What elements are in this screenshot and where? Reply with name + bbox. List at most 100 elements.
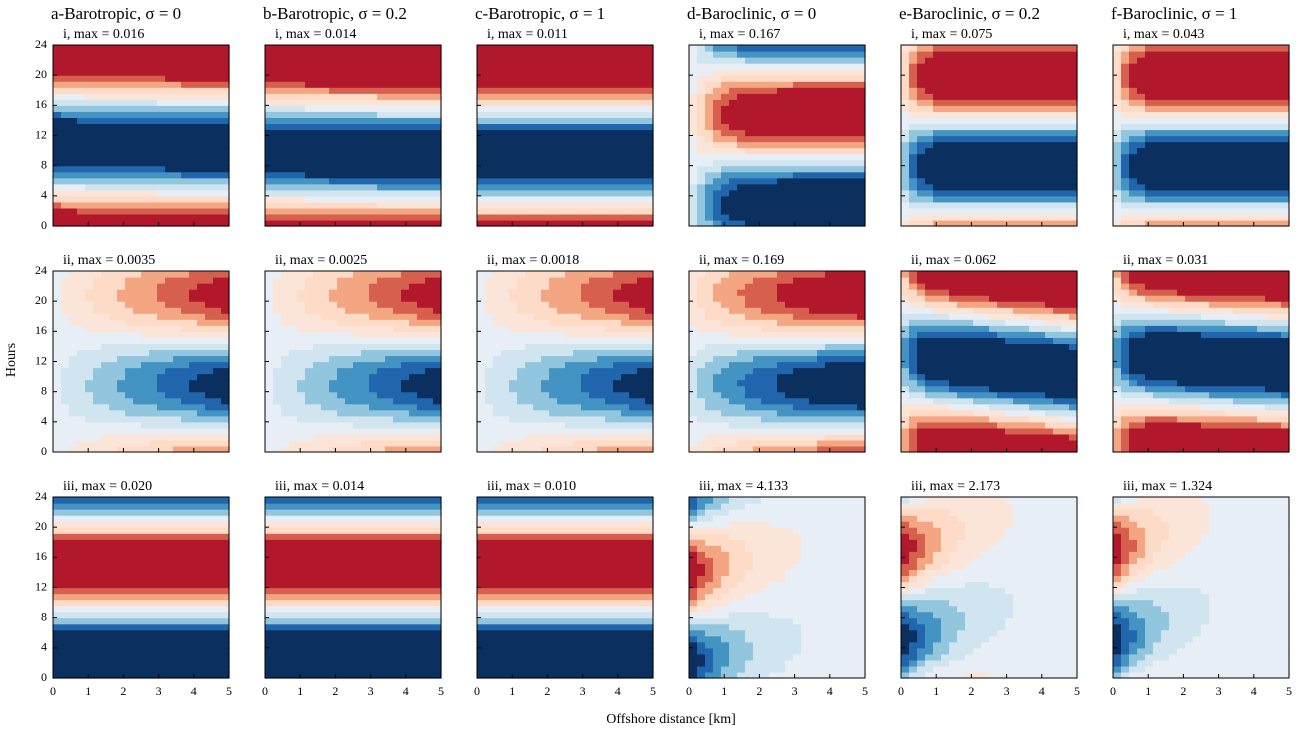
- contour-cell: [265, 307, 274, 314]
- contour-cell: [1121, 69, 1130, 76]
- contour-cell: [165, 379, 174, 387]
- contour-cell: [573, 147, 582, 155]
- contour-cell: [705, 105, 714, 112]
- contour-cell: [425, 159, 434, 167]
- contour-cell: [689, 195, 698, 203]
- contour-cell: [85, 373, 94, 381]
- contour-cell: [477, 69, 486, 76]
- contour-cell: [281, 189, 290, 197]
- contour-cell: [1129, 213, 1138, 221]
- contour-cell: [1169, 63, 1178, 70]
- contour-cell: [925, 129, 934, 137]
- contour-cell: [605, 213, 614, 221]
- contour-cell: [1281, 81, 1290, 88]
- contour-cell: [793, 135, 802, 143]
- contour-cell: [297, 81, 306, 88]
- contour-cell: [213, 159, 222, 167]
- contour-cell: [265, 403, 274, 411]
- contour-cell: [557, 165, 566, 173]
- contour-cell: [901, 51, 910, 58]
- contour-cell: [565, 51, 574, 58]
- contour-cell: [69, 433, 78, 441]
- contour-cell: [509, 129, 518, 137]
- contour-cell: [1185, 219, 1194, 227]
- contour-cell: [777, 99, 786, 106]
- contour-cell: [957, 69, 966, 76]
- contour-cell: [909, 201, 918, 209]
- contour-cell: [557, 153, 566, 161]
- contour-cell: [841, 165, 850, 173]
- contour-cell: [53, 385, 62, 393]
- contour-cell: [777, 123, 786, 131]
- contour-cell: [485, 117, 494, 125]
- contour-cell: [541, 129, 550, 137]
- contour-cell: [109, 207, 118, 215]
- contour-cell: [77, 313, 86, 320]
- contour-cell: [857, 81, 866, 88]
- contour-cell: [809, 105, 818, 112]
- contour-cell: [1053, 75, 1062, 82]
- contour-cell: [1201, 195, 1210, 203]
- contour-cell: [721, 75, 730, 82]
- contour-cell: [957, 105, 966, 112]
- contour-cell: [1209, 105, 1218, 112]
- contour-cell: [849, 219, 858, 227]
- contour-cell: [637, 201, 646, 209]
- contour-cell: [1013, 141, 1022, 149]
- contour-cell: [1037, 141, 1046, 149]
- contour-cell: [549, 171, 558, 179]
- contour-cell: [69, 421, 78, 429]
- contour-cell: [305, 361, 314, 369]
- contour-cell: [1217, 147, 1226, 155]
- contour-cell: [281, 81, 290, 88]
- contour-cell: [1177, 147, 1186, 155]
- contour-cell: [401, 57, 410, 64]
- contour-cell: [321, 45, 330, 52]
- contour-cell: [1161, 195, 1170, 203]
- contour-cell: [281, 219, 290, 227]
- contour-cell: [289, 117, 298, 125]
- contour-cell: [1021, 213, 1030, 221]
- contour-cell: [197, 271, 206, 278]
- y-tick-label: 20: [35, 293, 47, 307]
- contour-cell: [109, 99, 118, 106]
- contour-cell: [197, 415, 206, 423]
- contour-cell: [1185, 177, 1194, 185]
- contour-cell: [1061, 93, 1070, 100]
- contour-cell: [281, 439, 290, 447]
- contour-cell: [1249, 87, 1258, 94]
- contour-cell: [517, 195, 526, 203]
- contour-cell: [109, 147, 118, 155]
- contour-cell: [1021, 111, 1030, 118]
- contour-cell: [85, 111, 94, 118]
- contour-cell: [181, 337, 190, 344]
- contour-cell: [565, 165, 574, 173]
- contour-cell: [1113, 45, 1122, 52]
- contour-cell: [205, 403, 214, 411]
- contour-cell: [493, 75, 502, 82]
- contour-cell: [573, 99, 582, 106]
- contour-cell: [1013, 51, 1022, 58]
- contour-cell: [721, 123, 730, 131]
- contour-cell: [133, 415, 142, 423]
- contour-cell: [385, 87, 394, 94]
- contour-cell: [181, 171, 190, 179]
- contour-cell: [265, 325, 274, 332]
- contour-cell: [189, 189, 198, 197]
- contour-cell: [1249, 213, 1258, 221]
- contour-cell: [297, 307, 306, 314]
- contour-cell: [1273, 99, 1282, 106]
- contour-cell: [297, 439, 306, 447]
- contour-cell: [165, 271, 174, 278]
- contour-cell: [157, 207, 166, 215]
- contour-cell: [109, 135, 118, 143]
- contour-cell: [589, 213, 598, 221]
- contour-cell: [769, 81, 778, 88]
- contour-cell: [109, 343, 118, 351]
- contour-cell: [533, 129, 542, 137]
- contour-cell: [165, 117, 174, 125]
- contour-cell: [965, 201, 974, 209]
- contour-cell: [1225, 183, 1234, 191]
- contour-cell: [729, 51, 738, 58]
- contour-cell: [93, 93, 102, 100]
